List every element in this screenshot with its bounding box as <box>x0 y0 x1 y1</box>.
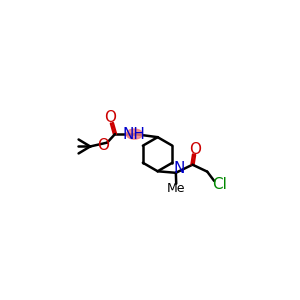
Text: Cl: Cl <box>212 177 227 192</box>
Text: O: O <box>104 110 116 125</box>
Text: O: O <box>189 142 201 157</box>
Text: NH: NH <box>123 127 146 142</box>
Text: Me: Me <box>167 182 185 195</box>
Text: O: O <box>98 138 110 153</box>
Text: N: N <box>173 161 184 176</box>
Ellipse shape <box>126 129 142 139</box>
